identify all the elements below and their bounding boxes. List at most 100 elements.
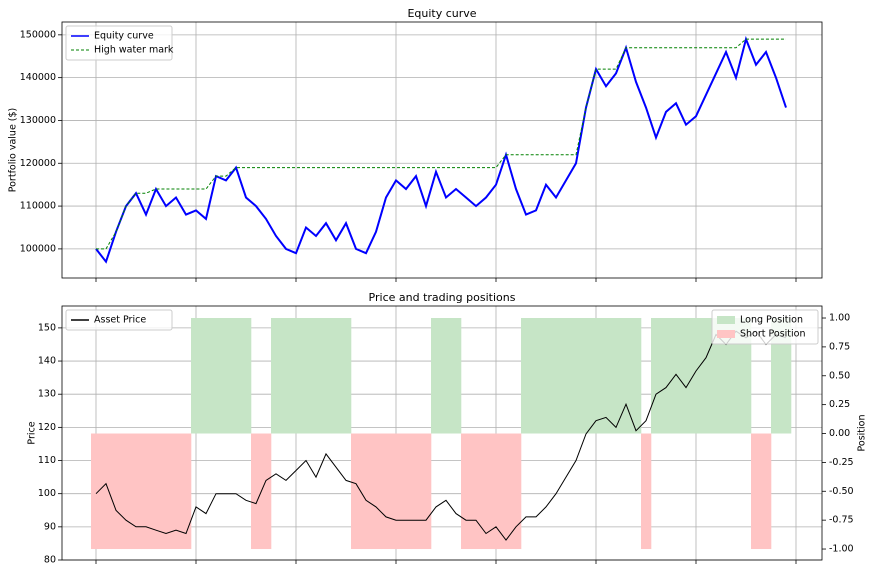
- position-bar: [731, 318, 742, 434]
- position-bar: [361, 433, 372, 550]
- y2-tick-label: -0.25: [829, 457, 854, 468]
- y2-tick-label: 0.00: [829, 428, 850, 439]
- y-tick-label: 130: [38, 389, 56, 400]
- position-bar: [111, 433, 122, 550]
- y2-tick-label: 0.50: [829, 370, 850, 381]
- position-bar: [661, 318, 672, 434]
- legend-label: Equity curve: [94, 31, 154, 42]
- y-tick-label: 120000: [20, 158, 56, 169]
- legend-swatch: [717, 316, 735, 324]
- position-bar: [261, 433, 272, 550]
- position-bar: [541, 318, 552, 434]
- y2-tick-label: -0.75: [829, 515, 854, 526]
- y-axis-label: Portfolio value ($): [8, 108, 19, 193]
- position-bar: [441, 318, 452, 434]
- position-bar: [201, 318, 212, 434]
- position-bar: [491, 433, 502, 550]
- legend-label: High water mark: [94, 45, 174, 56]
- position-bar: [101, 433, 112, 550]
- position-bar: [711, 318, 722, 434]
- position-bar: [211, 318, 222, 434]
- series-line: [95, 330, 787, 541]
- y-tick-label: 130000: [20, 115, 56, 126]
- position-bar: [701, 318, 712, 434]
- position-bar: [421, 433, 432, 550]
- position-bar: [291, 318, 302, 434]
- y2-tick-label: 0.75: [829, 341, 850, 352]
- position-bar: [171, 433, 182, 550]
- series-line: [96, 38, 786, 250]
- position-bar: [451, 318, 462, 434]
- position-bar: [461, 433, 472, 550]
- position-bar: [761, 433, 772, 550]
- legend-box: [711, 309, 819, 345]
- y-tick-label: 150000: [20, 29, 56, 40]
- position-bar: [301, 318, 312, 434]
- y2-axis-label: Position: [857, 415, 868, 452]
- position-bar: [591, 318, 602, 434]
- position-bar: [221, 318, 232, 434]
- y2-tick-label: 1.00: [829, 313, 850, 324]
- position-bar: [351, 433, 362, 550]
- y2-tick-label: -1.00: [829, 544, 854, 555]
- chart-title: Price and trading positions: [369, 291, 516, 304]
- position-bar: [401, 433, 412, 550]
- legend-swatch: [717, 330, 735, 338]
- position-bar: [391, 433, 402, 550]
- position-bar: [781, 318, 792, 434]
- position-bar: [551, 318, 562, 434]
- y-tick-label: 140000: [20, 72, 56, 83]
- position-bar: [611, 318, 622, 434]
- position-bar: [371, 433, 382, 550]
- position-bar: [181, 433, 192, 550]
- position-bar: [531, 318, 542, 434]
- position-bar: [311, 318, 322, 434]
- series-line: [95, 35, 787, 264]
- position-bar: [771, 318, 782, 434]
- position-bar: [161, 433, 172, 550]
- plot-frame: [61, 21, 823, 279]
- position-bar: [411, 433, 422, 550]
- position-bar: [431, 318, 442, 434]
- legend-box: [65, 309, 173, 331]
- position-bar: [601, 318, 612, 434]
- position-bar: [681, 318, 692, 434]
- y-tick-label: 100: [38, 488, 56, 499]
- position-bar: [581, 318, 592, 434]
- position-bar: [641, 433, 652, 550]
- position-bar: [321, 318, 332, 434]
- position-bar: [341, 318, 352, 434]
- legend-box: [65, 25, 173, 61]
- position-bar: [381, 433, 392, 550]
- position-bar: [521, 318, 532, 434]
- position-bar: [741, 318, 752, 434]
- position-bar: [751, 433, 762, 550]
- position-bar: [241, 318, 252, 434]
- position-bar: [651, 318, 662, 434]
- position-bar: [561, 318, 572, 434]
- position-bar: [471, 433, 482, 550]
- chart-title: Equity curve: [407, 7, 476, 20]
- position-bar: [331, 318, 342, 434]
- position-bar: [511, 433, 522, 550]
- position-bar: [91, 433, 102, 550]
- y-tick-label: 80: [44, 555, 56, 566]
- position-bar: [271, 318, 282, 434]
- position-bar: [131, 433, 142, 550]
- y-axis-label: Price: [27, 421, 38, 444]
- position-bar: [231, 318, 242, 434]
- position-bar: [631, 318, 642, 434]
- plot-frame: [61, 305, 823, 561]
- y2-tick-label: 0.25: [829, 399, 850, 410]
- legend-label: Short Position: [740, 329, 806, 340]
- position-bar: [721, 318, 732, 434]
- position-bar: [691, 318, 702, 434]
- legend-label: Long Position: [740, 315, 803, 326]
- position-bar: [121, 433, 132, 550]
- position-bar: [191, 318, 202, 434]
- position-bar: [621, 318, 632, 434]
- y-tick-label: 110: [38, 455, 56, 466]
- position-bar: [571, 318, 582, 434]
- y-tick-label: 100000: [20, 243, 56, 254]
